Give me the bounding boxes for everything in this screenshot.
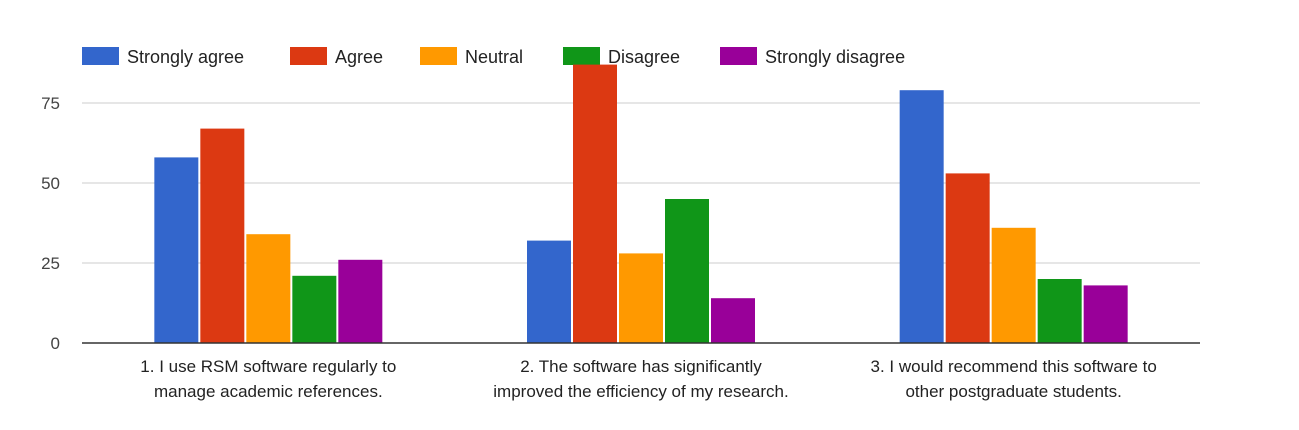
x-axis: 1. I use RSM software regularly to manage… xyxy=(140,357,1157,401)
y-tick-label: 25 xyxy=(41,254,60,273)
bar-agree[interactable] xyxy=(945,173,990,343)
y-tick-label: 0 xyxy=(51,334,60,353)
legend-label: Agree xyxy=(335,47,383,67)
bar-neutral[interactable] xyxy=(246,234,291,343)
y-tick-label: 50 xyxy=(41,174,60,193)
bar-strongly-agree[interactable] xyxy=(899,90,944,343)
y-tick-label: 75 xyxy=(41,94,60,113)
legend-label: Neutral xyxy=(465,47,523,67)
bar-neutral[interactable] xyxy=(619,253,663,343)
legend-item[interactable]: Neutral xyxy=(420,47,523,67)
category-label: 2. The software has significantly improve… xyxy=(493,357,788,401)
category-label: 3. I would recommend this software to oth… xyxy=(871,357,1157,401)
legend-swatch xyxy=(82,47,119,65)
legend-item[interactable]: Strongly agree xyxy=(82,47,244,67)
category-label: 1. I use RSM software regularly to manage… xyxy=(140,357,396,401)
bar-disagree[interactable] xyxy=(665,199,709,343)
bar-agree[interactable] xyxy=(573,64,617,343)
bar-agree[interactable] xyxy=(200,128,245,343)
legend-swatch xyxy=(420,47,457,65)
bar-strongly-agree[interactable] xyxy=(527,240,571,343)
bar-disagree[interactable] xyxy=(292,275,337,343)
bar-strongly-disagree[interactable] xyxy=(338,259,383,343)
legend-swatch xyxy=(563,47,600,65)
legend: Strongly agree Agree Neutral Disagree Strong… xyxy=(82,47,905,67)
legend-swatch xyxy=(290,47,327,65)
bar-strongly-agree[interactable] xyxy=(154,157,199,343)
legend-label: Disagree xyxy=(608,47,680,67)
y-axis: 0 25 50 75 xyxy=(41,94,60,353)
legend-label: Strongly disagree xyxy=(765,47,905,67)
bar-strongly-disagree[interactable] xyxy=(1083,285,1128,343)
legend-item[interactable]: Disagree xyxy=(563,47,680,67)
legend-item[interactable]: Agree xyxy=(290,47,383,67)
legend-item[interactable]: Strongly disagree xyxy=(720,47,905,67)
bars xyxy=(154,64,1128,343)
bar-disagree[interactable] xyxy=(1037,279,1082,343)
bar-neutral[interactable] xyxy=(991,227,1036,343)
bar-strongly-disagree[interactable] xyxy=(711,298,755,343)
legend-swatch xyxy=(720,47,757,65)
legend-label: Strongly agree xyxy=(127,47,244,67)
